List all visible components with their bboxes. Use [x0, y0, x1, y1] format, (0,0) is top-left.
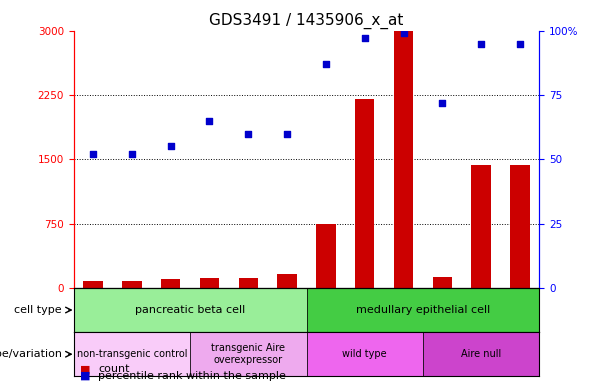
Point — [166, 143, 175, 149]
Title: GDS3491 / 1435906_x_at: GDS3491 / 1435906_x_at — [209, 13, 404, 29]
Bar — [122, 281, 142, 288]
Text: non-transgenic control: non-transgenic control — [77, 349, 187, 359]
Point — [321, 61, 331, 67]
FancyBboxPatch shape — [74, 288, 306, 332]
Bar — [278, 274, 297, 288]
Text: pancreatic beta cell: pancreatic beta cell — [135, 305, 245, 315]
Bar — [238, 278, 258, 288]
Point — [88, 151, 98, 157]
Text: percentile rank within the sample: percentile rank within the sample — [98, 371, 286, 381]
Point — [360, 35, 370, 41]
Text: medullary epithelial cell: medullary epithelial cell — [356, 305, 490, 315]
Point — [515, 40, 525, 46]
Bar — [200, 278, 219, 288]
Point — [438, 100, 447, 106]
Point — [398, 30, 408, 36]
Text: wild type: wild type — [343, 349, 387, 359]
Bar — [355, 99, 375, 288]
Point — [205, 118, 215, 124]
Text: ■: ■ — [80, 364, 90, 374]
FancyBboxPatch shape — [306, 288, 539, 332]
FancyBboxPatch shape — [190, 332, 306, 376]
Bar — [471, 166, 491, 288]
Point — [476, 40, 486, 46]
Bar — [83, 281, 103, 288]
Text: Aire null: Aire null — [461, 349, 501, 359]
Text: cell type: cell type — [14, 305, 62, 315]
FancyBboxPatch shape — [74, 332, 190, 376]
Point — [282, 131, 292, 137]
Text: count: count — [98, 364, 129, 374]
Bar — [161, 279, 180, 288]
Point — [243, 131, 253, 137]
Point — [127, 151, 137, 157]
Bar — [394, 31, 413, 288]
Bar — [316, 223, 336, 288]
Text: ■: ■ — [80, 371, 90, 381]
Text: genotype/variation: genotype/variation — [0, 349, 62, 359]
FancyBboxPatch shape — [423, 332, 539, 376]
Text: transgenic Aire
overexpressor: transgenic Aire overexpressor — [211, 343, 285, 365]
Bar — [510, 166, 530, 288]
Bar — [433, 277, 452, 288]
FancyBboxPatch shape — [306, 332, 423, 376]
